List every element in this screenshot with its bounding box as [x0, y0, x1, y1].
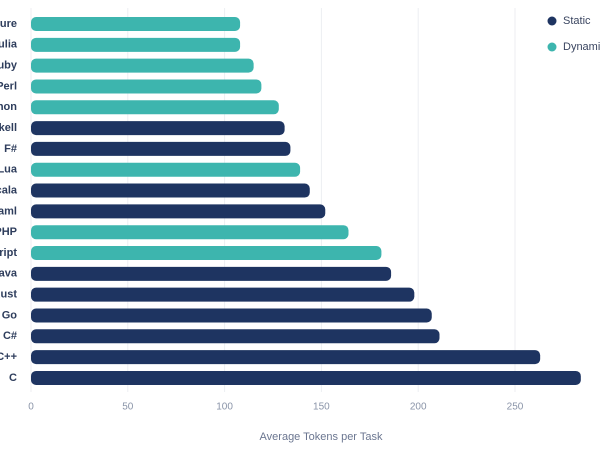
- bar: [31, 204, 326, 219]
- y-tick-label: C#: [3, 330, 17, 342]
- bar: [31, 350, 541, 365]
- legend-label: Dynamic: [563, 41, 600, 53]
- bar: [31, 121, 285, 136]
- x-tick-label: 100: [216, 402, 233, 413]
- y-tick-label: Clojure: [0, 18, 17, 30]
- bar: [31, 308, 432, 323]
- y-tick-label: C++: [0, 351, 17, 363]
- bar: [31, 141, 291, 156]
- y-tick-label: Python: [0, 101, 17, 113]
- bar: [31, 225, 349, 240]
- y-tick-label: JavaScript: [0, 247, 17, 259]
- x-tick-label: 250: [507, 402, 524, 413]
- y-tick-label: Julia: [0, 39, 18, 51]
- bar: [31, 329, 440, 344]
- y-tick-label: C: [9, 372, 17, 384]
- y-tick-label: Go: [2, 309, 18, 321]
- legend-label: Static: [563, 15, 591, 27]
- bar: [31, 17, 241, 31]
- legend-marker: [547, 16, 557, 26]
- y-tick-label: OCaml: [0, 205, 17, 217]
- y-tick-label: F#: [4, 143, 17, 155]
- bar: [31, 370, 581, 385]
- bar: [31, 183, 310, 198]
- bar: [31, 79, 262, 94]
- y-tick-label: Java: [0, 268, 18, 280]
- x-tick-label: 0: [28, 402, 34, 413]
- x-tick-label: 50: [122, 402, 134, 413]
- bar: [31, 266, 392, 281]
- y-tick-label: Lua: [0, 164, 18, 176]
- bar: [31, 37, 241, 52]
- bar: [31, 100, 279, 115]
- bar: [31, 246, 382, 261]
- bar: [31, 58, 254, 73]
- legend-marker: [547, 42, 557, 52]
- x-axis-title: Average Tokens per Task: [260, 431, 383, 443]
- bar: [31, 287, 415, 302]
- y-tick-label: Perl: [0, 80, 17, 92]
- y-tick-label: Scala: [0, 184, 18, 196]
- x-tick-label: 200: [410, 402, 427, 413]
- y-tick-label: Ruby: [0, 60, 18, 72]
- y-tick-label: Rust: [0, 289, 17, 301]
- bar: [31, 162, 301, 177]
- y-tick-label: Haskell: [0, 122, 17, 134]
- x-tick-label: 150: [313, 402, 330, 413]
- y-tick-label: PHP: [0, 226, 17, 238]
